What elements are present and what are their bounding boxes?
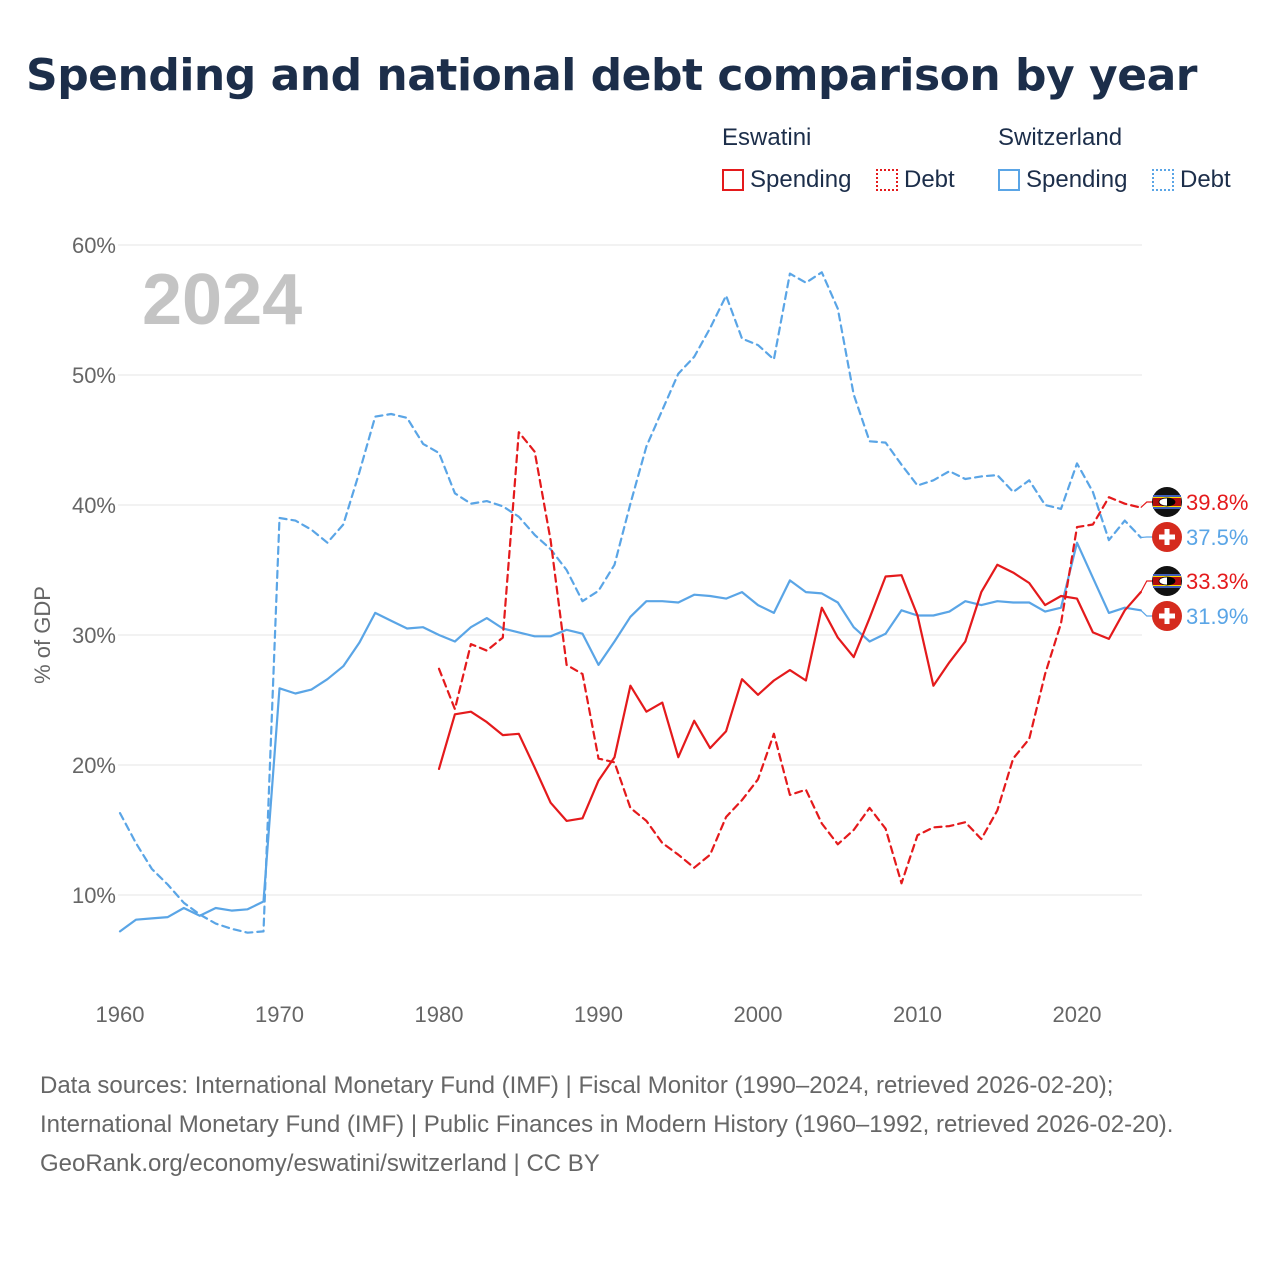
y-tick-label: 60% (72, 233, 116, 258)
data-sources: Data sources: International Monetary Fun… (40, 1072, 1174, 1138)
end-value-label: 31.9% (1186, 604, 1248, 629)
end-label-connector (1140, 536, 1153, 539)
series-line-eswatini-debt[interactable] (437, 431, 1142, 885)
legend-item-switzerland-spending[interactable]: Spending (998, 166, 1127, 194)
legend-heading-switzerland: Switzerland (998, 124, 1123, 151)
legend-swatch-solid-red (722, 169, 744, 191)
series-line-eswatini-spending[interactable] (437, 563, 1142, 823)
chart-title: Spending and national debt comparison by… (26, 50, 1197, 101)
end-value-label: 39.8% (1186, 490, 1248, 515)
series-line-switzerland-debt[interactable] (118, 271, 1142, 934)
x-tick-label: 1960 (96, 1002, 145, 1027)
flag-shield-half (1167, 498, 1175, 506)
x-tick-label: 2010 (893, 1002, 942, 1027)
end-value-label: 33.3% (1186, 569, 1248, 594)
legend-label: Spending (1026, 166, 1128, 193)
end-label-connector (1140, 580, 1153, 593)
y-tick-label: 30% (72, 623, 116, 648)
y-axis-label: % of GDP (30, 586, 55, 684)
legend-label: Debt (1180, 166, 1231, 193)
legend-swatch-dotted-blue (1152, 169, 1174, 191)
x-tick-label: 1980 (415, 1002, 464, 1027)
flag-shield-half (1167, 577, 1175, 585)
end-label-connector (1140, 609, 1153, 617)
legend-item-eswatini-debt[interactable]: Debt (876, 166, 955, 194)
legend-label: Debt (904, 166, 955, 193)
line-chart: 10% 20% 30% 40% 50% 60% 1960 1970 1980 1990 2000 20… (30, 233, 1248, 1027)
y-tick-label: 20% (72, 753, 116, 778)
y-tick-label: 40% (72, 493, 116, 518)
series-line-switzerland-spending[interactable] (118, 541, 1142, 933)
y-tick-label: 10% (72, 883, 116, 908)
legend-item-eswatini-spending[interactable]: Spending (722, 166, 851, 194)
x-tick-label: 1990 (574, 1002, 623, 1027)
footer: Data sources: International Monetary Fun… (40, 1066, 1240, 1183)
legend-label: Spending (750, 166, 852, 193)
legend-swatch-solid-blue (998, 169, 1020, 191)
year-overlay: 2024 (142, 260, 302, 340)
flag-cross-horizontal (1159, 534, 1175, 540)
x-tick-label: 2000 (734, 1002, 783, 1027)
x-tick-label: 2020 (1053, 1002, 1102, 1027)
legend-item-switzerland-debt[interactable]: Debt (1152, 166, 1231, 194)
end-value-label: 37.5% (1186, 525, 1248, 550)
y-tick-label: 50% (72, 363, 116, 388)
x-tick-label: 1970 (255, 1002, 304, 1027)
credit-link[interactable]: GeoRank.org/economy/eswatini/switzerland… (40, 1150, 600, 1177)
legend-heading-eswatini: Eswatini (722, 124, 812, 151)
legend-swatch-dotted-red (876, 169, 898, 191)
end-label-connector (1140, 501, 1153, 509)
flag-cross-horizontal (1159, 613, 1175, 619)
